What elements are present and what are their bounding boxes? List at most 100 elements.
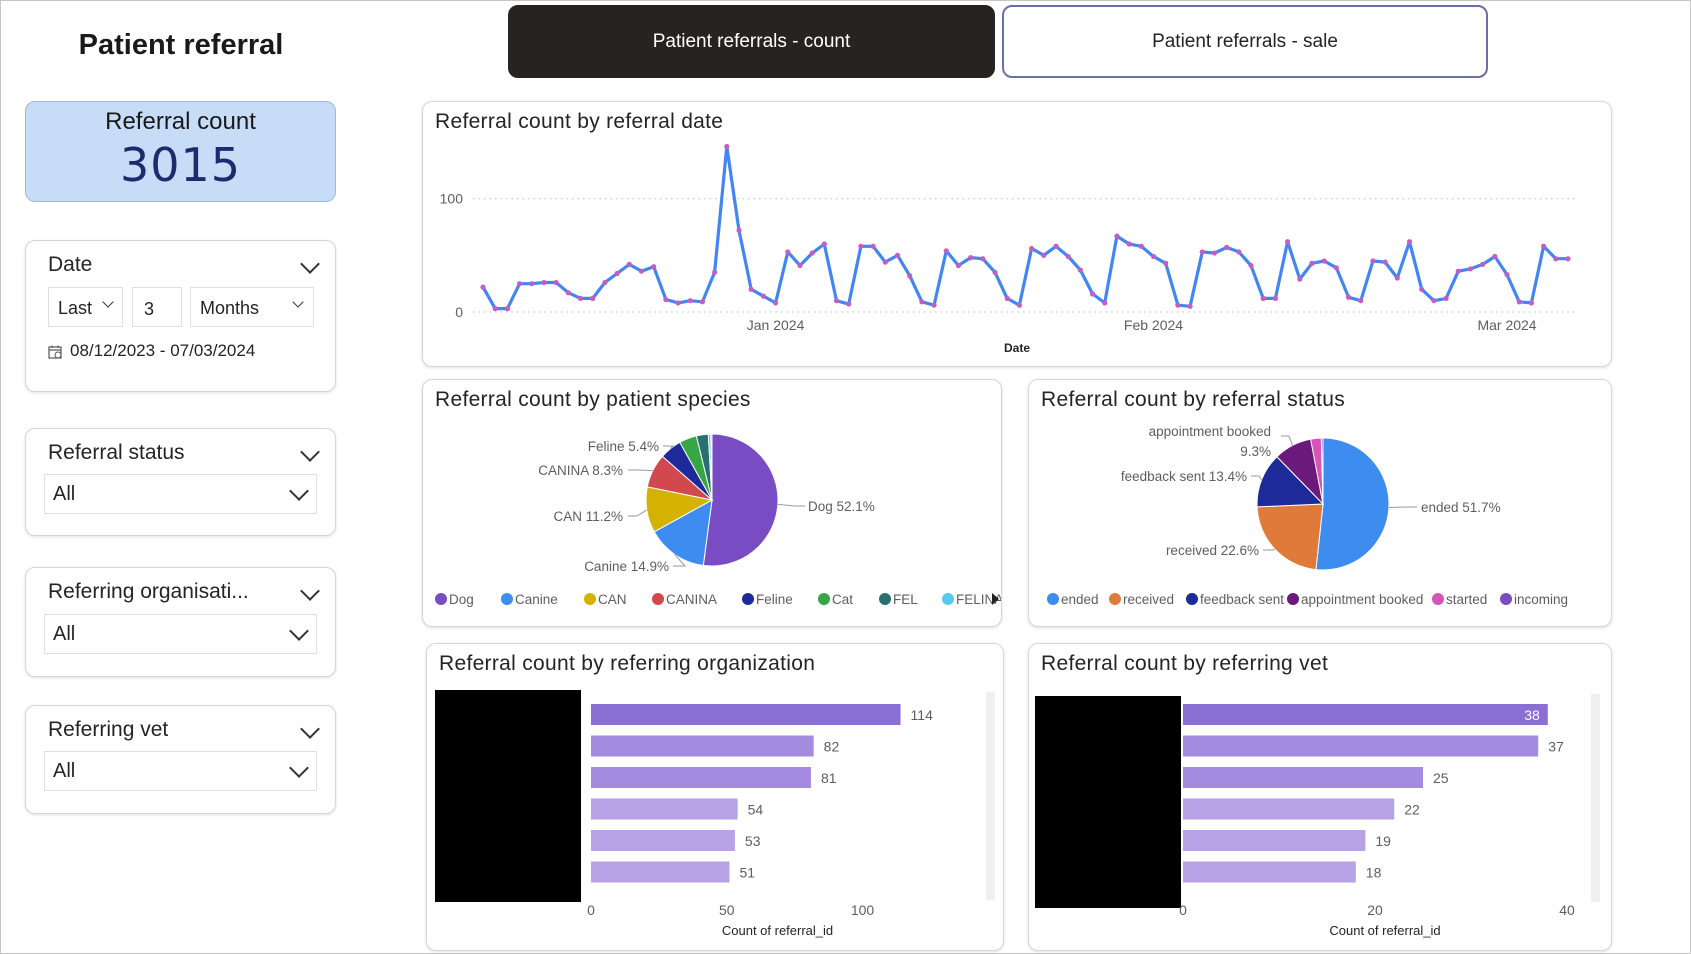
period-value: Last <box>58 298 93 318</box>
data-point <box>736 227 742 233</box>
data-point <box>992 269 998 275</box>
legend-label: ended <box>1061 592 1099 607</box>
data-point <box>1480 261 1486 267</box>
data-point <box>577 295 584 301</box>
data-point <box>1321 258 1327 264</box>
legend-marker <box>742 593 754 605</box>
x-tick-label: 0 <box>1179 902 1187 918</box>
bar <box>591 798 738 820</box>
data-point <box>858 243 864 249</box>
data-label: 18 <box>1366 865 1382 881</box>
leader-line <box>777 503 805 507</box>
x-tick-label: 20 <box>1367 902 1383 918</box>
bar <box>1183 830 1366 851</box>
legend-label: started <box>1446 592 1487 607</box>
legend-label: FELINA <box>956 592 1001 607</box>
data-point <box>492 306 498 312</box>
data-point <box>638 268 645 274</box>
data-point <box>1382 259 1388 265</box>
data-point <box>919 299 925 305</box>
data-point <box>1541 243 1547 249</box>
data-label: 19 <box>1375 833 1391 849</box>
tab-referrals-sale[interactable]: Patient referrals - sale <box>1002 5 1488 78</box>
legend-label: Dog <box>449 592 474 607</box>
scrollbar[interactable] <box>986 692 995 900</box>
legend-marker <box>435 593 447 605</box>
data-point <box>1016 302 1023 308</box>
line-chart: 0 100 Jan 2024 Feb 2024 Mar 2024 Date <box>440 143 1578 355</box>
data-point <box>529 281 535 287</box>
line-chart-card: Referral count by referral date 0 100 Jan … <box>422 101 1612 367</box>
referring-org-dropdown[interactable]: All <box>44 614 317 654</box>
data-point <box>1260 295 1266 301</box>
data-point <box>1406 239 1413 245</box>
data-point <box>772 300 779 306</box>
data-point <box>1224 244 1230 250</box>
data-point <box>833 298 840 304</box>
data-point <box>1370 258 1376 264</box>
chevron-down-icon[interactable] <box>300 719 320 739</box>
x-tick-label: Feb 2024 <box>1124 317 1183 333</box>
data-point <box>1504 272 1510 278</box>
data-label: 82 <box>824 739 840 755</box>
species-chart-title: Referral count by patient species <box>435 388 751 411</box>
kpi-label: Referral count <box>105 108 256 135</box>
bar <box>1183 735 1539 757</box>
data-point <box>1053 243 1059 249</box>
chevron-down-icon <box>292 296 304 308</box>
data-point <box>1492 253 1498 260</box>
data-point <box>1516 299 1522 305</box>
referring-vet-dropdown[interactable]: All <box>44 751 317 791</box>
data-point <box>724 143 730 150</box>
data-label: 81 <box>821 770 837 786</box>
tab-referrals-count[interactable]: Patient referrals - count <box>508 5 995 78</box>
data-point <box>1138 243 1144 249</box>
chevron-down-icon[interactable] <box>300 442 320 462</box>
period-dropdown[interactable]: Last <box>48 287 123 327</box>
data-label: 51 <box>739 865 755 881</box>
data-label: Feline 5.4% <box>588 439 659 454</box>
referral-status-dropdown[interactable]: All <box>44 474 317 514</box>
data-point <box>663 296 669 303</box>
referring-org-value: All <box>53 623 76 645</box>
chevron-down-icon[interactable] <box>300 581 320 601</box>
data-point <box>1126 241 1132 247</box>
data-point <box>821 241 827 247</box>
x-axis-label: Count of referral_id <box>1329 923 1440 938</box>
scrollbar[interactable] <box>1591 694 1600 902</box>
data-label: received 22.6% <box>1166 543 1259 558</box>
data-point <box>626 261 632 267</box>
data-point <box>785 249 791 255</box>
leader-line <box>628 509 648 517</box>
amount-input[interactable]: 3 <box>132 287 182 327</box>
org-bar-card: Referral count by referring organization… <box>426 643 1004 951</box>
legend-marker <box>1432 593 1444 605</box>
date-range: 08/12/2023 - 07/03/2024 <box>70 341 256 360</box>
unit-dropdown[interactable]: Months <box>190 287 314 327</box>
referral-status-slicer: Referral status All <box>25 428 336 536</box>
pie-slice <box>702 433 779 567</box>
data-label: 54 <box>748 802 764 818</box>
data-point <box>675 300 681 306</box>
legend-marker <box>1186 593 1198 605</box>
pie-slice <box>1320 437 1324 505</box>
legend-marker <box>942 593 954 605</box>
pie-slice <box>710 433 713 501</box>
org-chart-title: Referral count by referring organization <box>439 652 816 675</box>
pie-slice <box>1315 437 1390 571</box>
data-point <box>590 295 596 301</box>
data-point <box>907 273 913 279</box>
date-slicer-title: Date <box>48 253 93 276</box>
unit-value: Months <box>200 298 260 318</box>
data-point <box>712 269 718 275</box>
legend-label: FEL <box>893 592 918 607</box>
data-point <box>565 290 571 296</box>
chevron-down-icon[interactable] <box>300 254 320 274</box>
status-pie-card: Referral count by referral status ended … <box>1028 379 1612 627</box>
bar <box>591 767 811 788</box>
vet-bar-chart: 38 37 25 22 19 18 0 20 40 Count of referral_id <box>1179 704 1575 938</box>
legend-marker <box>652 593 664 605</box>
legend-next-icon <box>992 593 999 605</box>
data-point <box>602 279 608 286</box>
amount-value: 3 <box>144 299 155 319</box>
